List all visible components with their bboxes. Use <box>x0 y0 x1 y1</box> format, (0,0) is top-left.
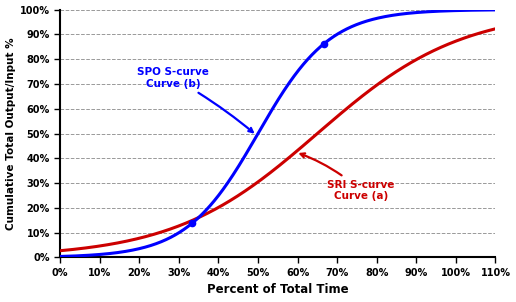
X-axis label: Percent of Total Time: Percent of Total Time <box>207 284 349 297</box>
Y-axis label: Cumulative Total Output/Input %: Cumulative Total Output/Input % <box>6 37 15 230</box>
Text: SRI S-curve
Curve (a): SRI S-curve Curve (a) <box>300 153 395 201</box>
Text: SPO S-curve
Curve (b): SPO S-curve Curve (b) <box>137 67 253 132</box>
